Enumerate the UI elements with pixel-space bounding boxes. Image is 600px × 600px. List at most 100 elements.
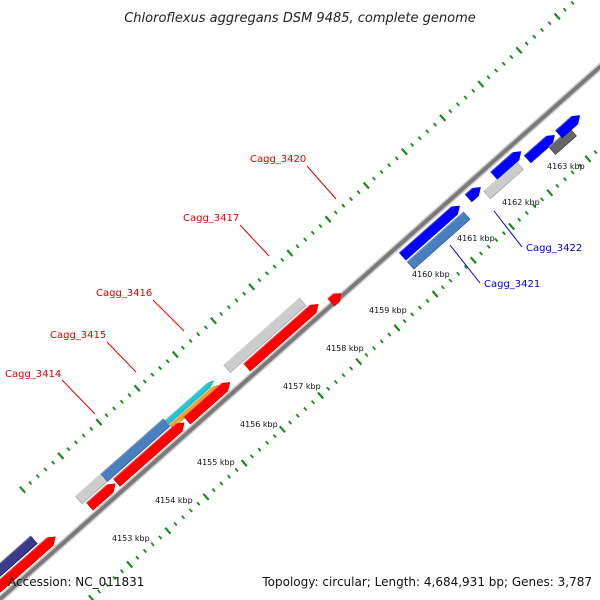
tick-mark	[417, 305, 422, 310]
tick-mark	[203, 325, 208, 330]
tick-mark	[226, 305, 231, 310]
tick-mark	[119, 399, 124, 404]
tick-mark	[501, 61, 506, 66]
gene-3424-blue	[523, 131, 555, 164]
kbp-label: 4163 kbp	[547, 162, 585, 171]
gene-3420-red	[327, 289, 342, 307]
tick-mark	[410, 312, 415, 317]
tick-mark	[501, 231, 506, 236]
gene-label: Cagg_3416	[96, 288, 152, 299]
gene-label: Cagg_3414	[5, 369, 61, 380]
tick-mark	[547, 21, 552, 26]
tick-mark	[517, 217, 522, 222]
gene-3425-blue	[555, 111, 581, 139]
tick-mark	[471, 88, 476, 93]
tick-mark	[104, 582, 109, 587]
kbp-label: 4153 kbp	[112, 534, 150, 543]
tick-mark	[188, 508, 193, 513]
tick-mark	[570, 0, 575, 6]
tick-mark	[532, 34, 537, 39]
tick-mark	[486, 75, 491, 80]
tick-mark	[280, 257, 285, 262]
gene-label-leader	[306, 165, 337, 200]
tick-mark	[486, 244, 491, 249]
tick-mark	[211, 488, 216, 493]
gene-3413-indigo	[0, 535, 38, 596]
tick-mark	[562, 7, 567, 12]
tick-mark	[448, 109, 453, 114]
tick-mark	[578, 163, 583, 168]
tick-mark	[181, 515, 186, 520]
tick-mark	[51, 460, 56, 465]
tick-mark	[87, 594, 95, 600]
kbp-label: 4156 kbp	[240, 420, 278, 429]
tick-mark	[553, 12, 561, 21]
tick-mark	[371, 176, 376, 181]
tick-mark	[372, 346, 377, 351]
kbp-labels: 4153 kbp 4154 kbp 4155 kbp 4156 kbp 4157 kbp…	[112, 162, 585, 543]
tick-mark	[387, 332, 392, 337]
gene-3416-cyan	[165, 378, 215, 425]
map-title: Chloroflexus aggregans DSM 9485, complet…	[124, 11, 476, 26]
tick-mark	[417, 136, 422, 141]
tick-mark	[158, 365, 163, 371]
tick-mark	[333, 210, 338, 215]
tick-mark	[248, 283, 256, 291]
tick-mark	[494, 237, 499, 243]
gene-features	[0, 111, 581, 600]
tick-mark	[349, 366, 354, 371]
tick-mark	[455, 102, 460, 107]
gene-3413-red	[0, 532, 56, 600]
tick-mark	[463, 264, 468, 270]
tick-mark	[35, 474, 40, 479]
tick-mark	[112, 406, 117, 411]
tick-mark	[66, 447, 71, 452]
tick-mark	[112, 575, 117, 581]
tick-mark	[303, 237, 308, 242]
tick-mark	[393, 324, 401, 332]
tick-mark	[240, 459, 248, 467]
gene-3422-blue	[464, 183, 481, 203]
tick-mark	[333, 379, 338, 385]
tick-mark	[463, 95, 468, 100]
gene-label-leader	[106, 341, 137, 373]
gene-label-leader	[61, 379, 96, 415]
tick-mark	[546, 188, 554, 197]
tick-mark	[410, 142, 415, 148]
genome-summary-text: Topology: circular; Length: 4,684,931 bp…	[261, 575, 592, 589]
tick-mark	[379, 339, 384, 344]
kbp-label: 4162 kbp	[502, 198, 540, 207]
tick-mark	[126, 560, 134, 569]
tick-marks	[19, 0, 598, 600]
tick-mark	[440, 285, 445, 290]
tick-mark	[249, 454, 254, 459]
tick-mark	[264, 271, 269, 276]
tick-mark	[563, 177, 568, 182]
tick-mark	[400, 147, 408, 156]
tick-mark	[188, 338, 193, 344]
tick-mark	[28, 480, 33, 486]
tick-mark	[303, 406, 308, 412]
tick-mark	[348, 196, 353, 202]
tick-mark	[439, 114, 447, 122]
gene-label: Cagg_3415	[50, 330, 106, 341]
tick-mark	[95, 418, 103, 426]
gene-label: Cagg_3417	[183, 213, 239, 224]
tick-mark	[142, 548, 147, 554]
gene-3416-red	[183, 378, 231, 425]
tick-mark	[257, 447, 262, 452]
tick-mark	[133, 384, 141, 393]
tick-mark	[196, 332, 201, 337]
tick-mark	[226, 474, 231, 479]
tick-mark	[210, 316, 217, 325]
tick-mark	[387, 163, 392, 168]
tick-mark	[478, 251, 483, 256]
tick-mark	[142, 379, 147, 384]
tick-mark	[265, 440, 270, 445]
tick-mark	[127, 392, 132, 398]
tick-mark	[19, 485, 27, 494]
tick-mark	[394, 156, 399, 161]
tick-mark	[295, 413, 300, 418]
gene-3415-red	[112, 418, 185, 487]
tick-mark	[509, 54, 514, 60]
